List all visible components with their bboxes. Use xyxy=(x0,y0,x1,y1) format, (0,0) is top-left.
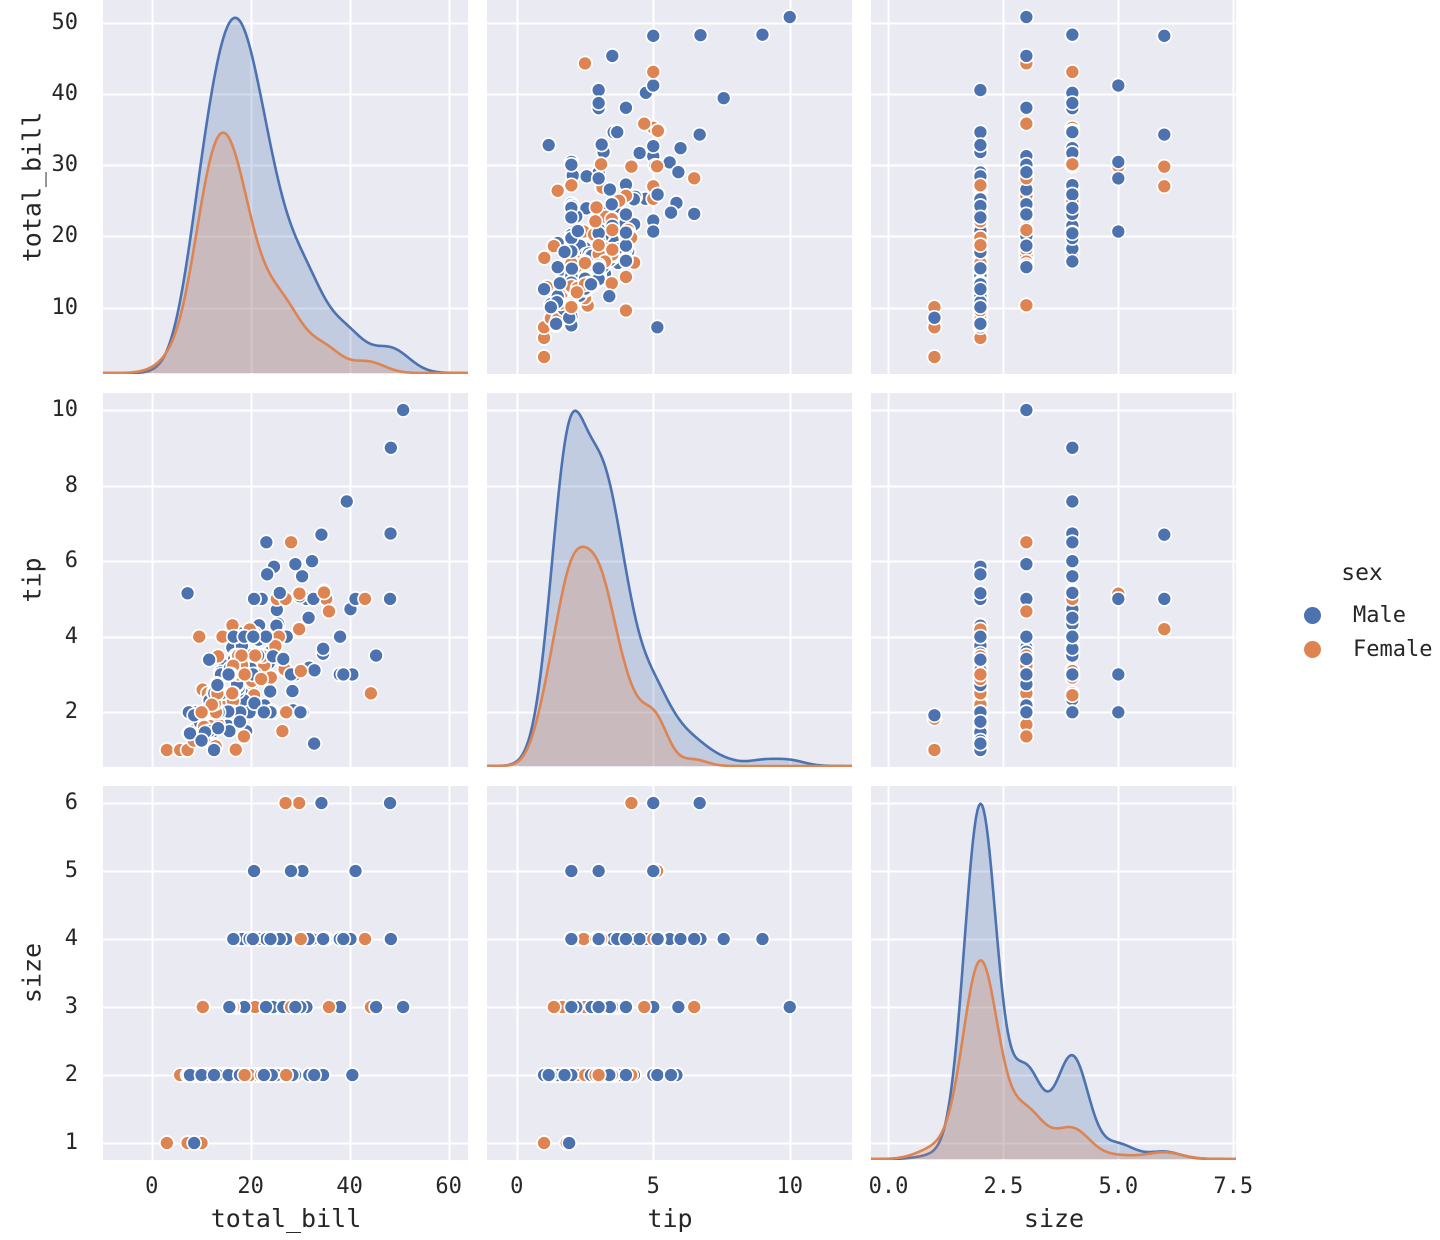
x-tick-label-size: 5.0 xyxy=(1098,1174,1139,1199)
panel-kde-size xyxy=(871,786,1236,1160)
panel-scatter-total_bill-vs-tip xyxy=(487,0,852,374)
panel-scatter-tip-vs-size xyxy=(871,393,1236,767)
panel-kde-total_bill xyxy=(103,0,468,374)
x-tick-label-total_bill: 0 xyxy=(145,1174,159,1199)
panel-kde-tip xyxy=(487,393,852,767)
male-marker-icon xyxy=(1304,606,1321,624)
y-tick-label-tip: 8 xyxy=(64,472,78,498)
y-tick-label-size: 4 xyxy=(64,926,78,951)
x-tick-label-tip: 5 xyxy=(646,1174,660,1199)
y-tick-label-size: 5 xyxy=(64,858,78,883)
y-tick-label-tip: 2 xyxy=(64,699,78,725)
y-tick-label-tip: 4 xyxy=(64,623,78,649)
y-tick-label-size: 2 xyxy=(64,1062,78,1087)
y-tick-label-total_bill: 20 xyxy=(51,223,79,249)
y-tick-label-total_bill: 30 xyxy=(51,152,79,178)
panel-scatter-size-vs-tip xyxy=(487,786,852,1160)
female-marker-icon xyxy=(1304,640,1321,658)
x-tick-label-size: 2.5 xyxy=(983,1174,1024,1199)
x-tick-label-size: 7.5 xyxy=(1213,1174,1254,1199)
legend-item-male-label: Male xyxy=(1353,602,1406,628)
x-tick-label-total_bill: 60 xyxy=(435,1174,462,1199)
y-tick-label-tip: 10 xyxy=(51,397,79,422)
legend-item-female-label: Female xyxy=(1353,636,1433,662)
y-tick-label-size: 6 xyxy=(64,790,78,815)
x-tick-label-size: 0.0 xyxy=(868,1174,909,1199)
legend-item-male: Male xyxy=(1296,598,1432,632)
x-tick-label-tip: 10 xyxy=(776,1174,804,1199)
y-tick-label-total_bill: 10 xyxy=(51,294,79,320)
y-tick-label-total_bill: 50 xyxy=(51,9,79,35)
panel-scatter-size-vs-total_bill xyxy=(103,786,468,1160)
legend-title: sex xyxy=(1341,560,1383,586)
x-axis-label-size: size xyxy=(1023,1204,1085,1233)
x-axis-label-tip: tip xyxy=(647,1204,693,1233)
legend-item-female: Female xyxy=(1296,632,1432,666)
y-tick-label-tip: 6 xyxy=(64,548,78,574)
x-tick-label-total_bill: 40 xyxy=(336,1174,363,1199)
y-tick-label-total_bill: 40 xyxy=(51,80,79,106)
x-tick-label-total_bill: 20 xyxy=(237,1174,264,1199)
y-tick-label-size: 1 xyxy=(64,1130,78,1155)
panel-scatter-total_bill-vs-size xyxy=(871,0,1236,374)
x-axis-label-total-bill: total_bill xyxy=(210,1204,362,1233)
y-tick-label-size: 3 xyxy=(64,994,78,1019)
panel-scatter-tip-vs-total_bill xyxy=(103,393,468,767)
legend: sex Male Female xyxy=(1296,560,1432,666)
x-tick-label-tip: 0 xyxy=(510,1174,524,1199)
